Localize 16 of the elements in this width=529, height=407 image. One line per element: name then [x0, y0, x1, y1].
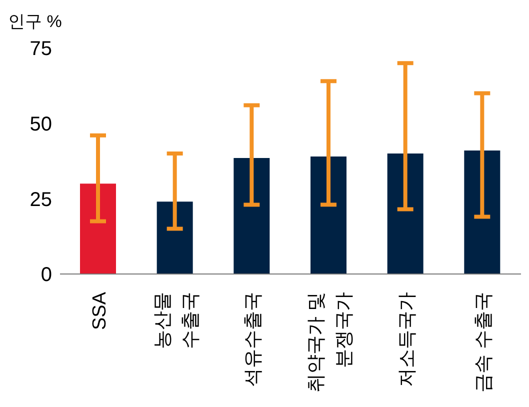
y-tick-label: 75 [30, 38, 52, 60]
x-tick-label: 농산물 수출국 [152, 292, 202, 349]
y-tick-label: 0 [40, 264, 52, 286]
bar [310, 156, 346, 274]
y-axis-title: 인구 % [8, 11, 62, 33]
x-tick-label: 저소득국가 [396, 292, 418, 387]
bar [387, 153, 424, 274]
y-tick-label: 50 [30, 113, 52, 136]
bar [156, 202, 193, 274]
y-tick-label: 25 [30, 188, 52, 211]
bar [80, 184, 116, 274]
x-tick-label: 취약국가 및 분쟁국가 [306, 292, 355, 392]
x-tick-label: SSA [89, 292, 110, 330]
bar [234, 158, 270, 274]
x-tick-label: 석유수출국 [243, 292, 264, 387]
x-tick-label: 금속 수출국 [474, 292, 495, 392]
